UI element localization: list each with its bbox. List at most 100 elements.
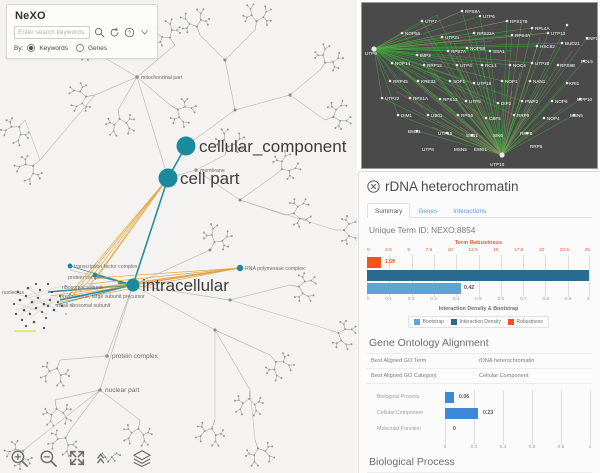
refresh-icon[interactable]	[108, 27, 120, 39]
chart-bottom-axis: 0 0.1 0.2 0.3 0.4 0.5 0.6 0.7 0.8 0.9 1	[367, 297, 590, 304]
svg-text:UTP9: UTP9	[365, 51, 377, 56]
svg-text:UTP5: UTP5	[469, 99, 481, 104]
svg-text:NOP14: NOP14	[395, 61, 411, 66]
tick: 25	[584, 248, 590, 253]
search-input[interactable]	[14, 26, 90, 39]
tick: 10	[447, 248, 453, 253]
svg-text:SSA1: SSA1	[493, 49, 505, 54]
tick: 0.6	[528, 445, 536, 450]
tree-node-accent[interactable]	[236, 264, 244, 272]
tree-label-small: nuclear part	[105, 387, 140, 394]
svg-text:RRP45: RRP45	[393, 79, 408, 84]
tab-interactions[interactable]: Interactions	[453, 208, 487, 215]
chart-legend-wrap: Bootstrap Interaction Density Robustness	[367, 312, 590, 330]
view-toolbar[interactable]	[0, 443, 357, 473]
tick: 1	[587, 297, 590, 302]
tree-node-cellular-component[interactable]	[176, 136, 196, 156]
tick: 0	[367, 297, 370, 302]
svg-text:UTP22: UTP22	[385, 96, 400, 101]
search-icon[interactable]	[93, 27, 105, 39]
layers-icon[interactable]	[132, 449, 152, 467]
svg-text:NOP56: NOP56	[405, 31, 421, 36]
tick: 15	[493, 248, 499, 253]
tree-label-small: preribosome, large subunit precursor	[60, 294, 145, 300]
tick: 0.8	[557, 445, 565, 450]
search-by-label: By:	[14, 44, 24, 52]
tree-node-accent[interactable]	[92, 272, 98, 278]
svg-text:RPS22A: RPS22A	[477, 31, 496, 36]
chart-top-axis: 0 2.5 5 7.5 10 12.5 15 17.5 20 22.5 25	[367, 248, 590, 255]
search-row[interactable]: ?	[14, 26, 150, 39]
term-detail-panel[interactable]: rDNA heterochromatin Summary Genes Inter…	[358, 171, 600, 473]
tick: 0.9	[564, 297, 572, 302]
svg-text:NOP1: NOP1	[505, 79, 518, 84]
svg-text:MSN5: MSN5	[454, 147, 467, 152]
svg-text:RPL4A: RPL4A	[535, 26, 550, 31]
tick: 0.5	[475, 297, 482, 302]
svg-text:UTP7: UTP7	[425, 19, 437, 24]
legend-label: Robustness	[516, 319, 543, 325]
svg-text:NOP58: NOP58	[470, 46, 486, 51]
go-alignment-table: Best Aligned GO Term rDNA heterochromati…	[367, 353, 592, 384]
svg-text:NOC4: NOC4	[513, 63, 526, 68]
svg-text:UTP8: UTP8	[422, 147, 434, 152]
svg-text:EMG1: EMG1	[474, 147, 487, 152]
tick: 0.7	[519, 297, 527, 302]
bar-robustness-value: 1.59	[384, 259, 395, 265]
tree-node-cell-part[interactable]	[158, 168, 178, 188]
help-icon[interactable]: ?	[123, 27, 135, 39]
svg-text:RPS4A: RPS4A	[515, 33, 531, 38]
close-circle-icon[interactable]	[367, 180, 380, 193]
svg-text:?: ?	[127, 31, 130, 37]
svg-text:UTP20: UTP20	[535, 61, 550, 66]
radio-genes[interactable]	[75, 44, 84, 52]
go-value: rDNA heterochromatin	[479, 358, 535, 364]
table-row: Best Aligned GO Term rDNA heterochromati…	[367, 354, 592, 369]
svg-text:RRP6: RRP6	[520, 131, 533, 136]
tab-summary[interactable]: Summary	[367, 203, 411, 218]
go-chart-axis: 0 0.2 0.4 0.6 0.8 1	[367, 445, 592, 452]
tree-label-small: mitochondrial part	[141, 75, 183, 81]
svg-text:RPS8A: RPS8A	[465, 9, 481, 14]
tick: 5	[407, 248, 410, 253]
legend-label: Bootstrap	[422, 319, 445, 325]
go-alignment-title: Gene Ontology Alignment	[369, 337, 489, 349]
svg-text:UTP6: UTP6	[483, 14, 495, 19]
tick: 0.2	[407, 297, 415, 302]
legend-swatch	[451, 319, 458, 325]
go-key: Best Aligned GO Term	[371, 358, 427, 364]
collapse-tree-icon[interactable]	[96, 448, 122, 468]
chart-top-title: Term Robustness	[454, 240, 503, 246]
svg-text:SSB1: SSB1	[466, 133, 478, 138]
search-by-row[interactable]: By: Keywords Genes	[14, 44, 150, 52]
svg-text:KRE33: KRE33	[421, 79, 436, 84]
gene-interaction-network[interactable]: UTP9 UTP10 UTP7 RPS8A UTP6 RPS17B RPL4A UTP1…	[361, 2, 598, 169]
tick: 12.5	[468, 248, 478, 253]
svg-text:UTP21: UTP21	[445, 35, 460, 40]
tick: 22.5	[559, 248, 570, 253]
tree-label-small: ribosomal subunit	[62, 285, 103, 291]
fit-to-screen-icon[interactable]	[68, 449, 86, 467]
tick: 7.5	[425, 248, 433, 253]
search-panel[interactable]: NeXO ?	[6, 4, 158, 59]
tree-node-intracellular[interactable]	[126, 278, 140, 292]
ontology-tree-view[interactable]: mitochondrial part membrane protein comp…	[0, 0, 357, 473]
go-value-cellular-component: 0.23	[483, 410, 494, 416]
go-bar-cellular-component	[445, 408, 479, 419]
tree-canvas[interactable]: mitochondrial part membrane protein comp…	[0, 0, 357, 473]
tick: 2.5	[385, 248, 392, 253]
tree-label-cellular-component: cellular_component	[199, 137, 347, 156]
tree-label-small: protein complex	[68, 275, 105, 281]
chevron-down-icon[interactable]	[138, 27, 150, 39]
svg-text:BMS1: BMS1	[408, 129, 421, 134]
radio-keywords[interactable]	[27, 44, 36, 52]
zoom-in-icon[interactable]	[10, 449, 29, 468]
zoom-out-icon[interactable]	[39, 449, 58, 468]
tab-genes[interactable]: Genes	[418, 208, 438, 215]
tree-node-accent[interactable]	[67, 263, 73, 269]
svg-text:SIK6: SIK6	[493, 133, 503, 138]
detail-tabs[interactable]: Summary Genes Interactions	[367, 202, 592, 218]
